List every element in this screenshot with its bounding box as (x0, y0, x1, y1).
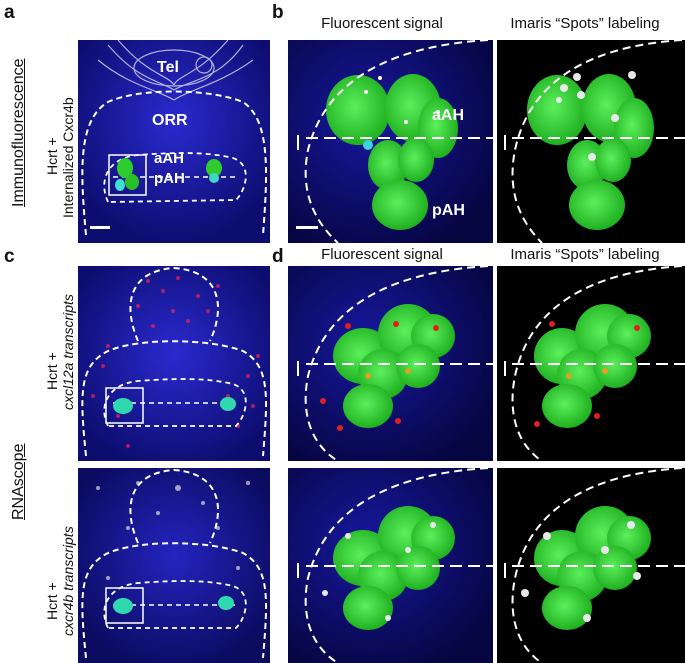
label-aah-a: aAH (154, 150, 185, 167)
panel-c-cxcl12a-image (78, 266, 270, 461)
if-label-line2: Internalized Cxcr4b (60, 97, 76, 218)
label-orr: ORR (152, 112, 188, 129)
panel-letter-d: d (272, 246, 284, 267)
panel-letter-a: a (4, 2, 15, 23)
panel-d-fluorescent-cxcr4b (288, 468, 493, 663)
rna2-label-line2: cxcr4b transcripts (60, 526, 76, 636)
label-pah-b: pAH (432, 202, 465, 219)
panel-d-imaris-cxcl12a (497, 266, 685, 461)
panel-b-fluorescent-image (288, 40, 493, 243)
label-pah-a: pAH (154, 170, 185, 187)
panel-a-image (78, 40, 270, 243)
header-fluorescent-signal-d: Fluorescent signal (321, 246, 443, 263)
rna1-label-line1: Hcrt + (44, 352, 60, 390)
rna1-label-line2: cxcl12a transcripts (60, 294, 76, 410)
panel-b-imaris-image (497, 40, 685, 243)
panel-c-cxcr4b-image (78, 468, 270, 663)
panel-d-imaris-cxcr4b (497, 468, 685, 663)
immunofluorescence-label: Immunofluorescence (10, 58, 27, 207)
label-tel: Tel (157, 59, 179, 76)
panel-letter-c: c (4, 246, 15, 267)
label-aah-b: aAH (432, 107, 465, 124)
rnascope-label: RNAscope (10, 443, 27, 520)
header-imaris-spots-d: Imaris “Spots” labeling (510, 246, 660, 263)
if-label-line1: Hcrt + (44, 137, 60, 175)
panel-d-fluorescent-cxcl12a (288, 266, 493, 461)
header-imaris-spots-b: Imaris “Spots” labeling (510, 15, 660, 32)
panel-letter-b: b (272, 2, 284, 23)
rna2-label-line1: Hcrt + (44, 582, 60, 620)
header-fluorescent-signal-b: Fluorescent signal (321, 15, 443, 32)
